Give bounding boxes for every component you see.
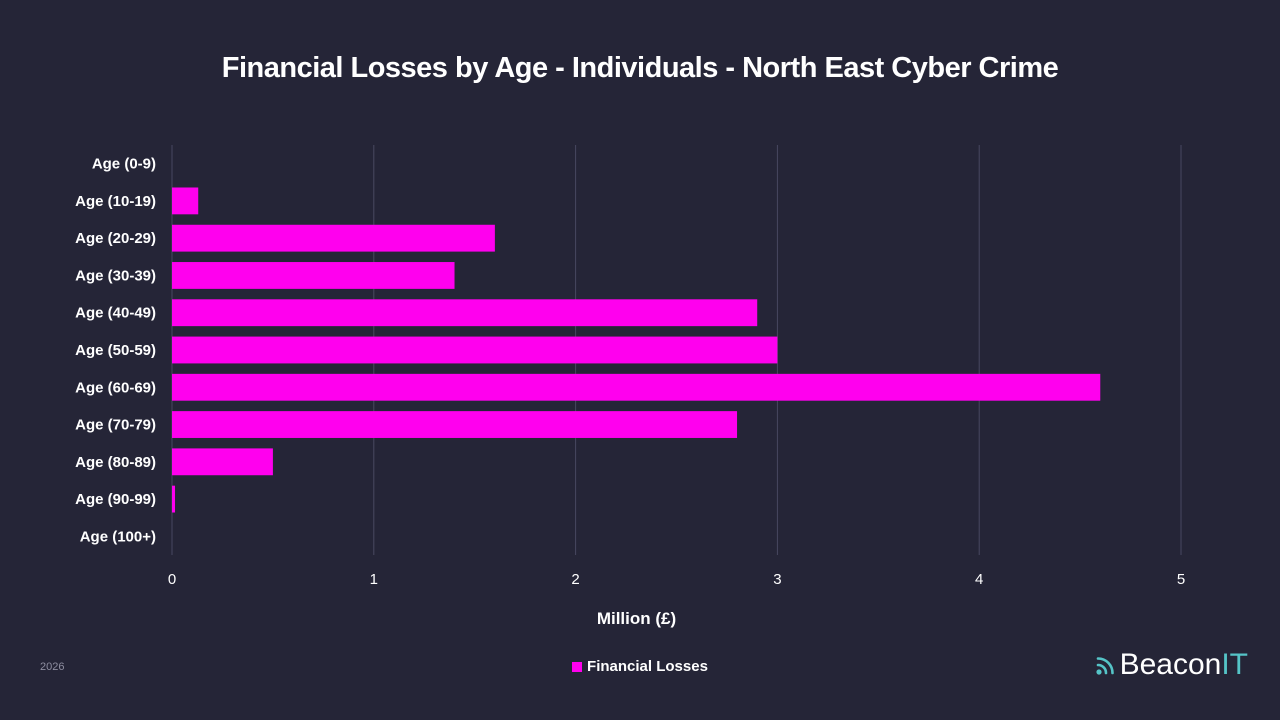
bar-age-70-79: [172, 411, 738, 438]
x-tick-label: 5: [1177, 571, 1185, 588]
bar-age-50-59: [172, 336, 778, 364]
y-category-label: Age (10-19): [75, 193, 156, 210]
footer-year: 2026: [40, 661, 65, 673]
legend-swatch: [572, 661, 583, 672]
x-tick-label: 2: [571, 571, 579, 588]
y-category-label: Age (30-39): [75, 267, 156, 284]
brand-name: Beacon: [1119, 648, 1222, 681]
y-category-label: Age (80-89): [75, 454, 156, 471]
y-category-label: Age (60-69): [75, 379, 156, 396]
x-axis-title: Million (£): [597, 609, 676, 628]
x-tick-label: 3: [773, 571, 781, 588]
bar-age-10-19: [172, 187, 199, 215]
y-category-label: Age (20-29): [75, 230, 156, 247]
legend: Financial Losses: [0, 658, 1280, 675]
bar-age-60-69: [172, 373, 1101, 401]
x-tick-label: 4: [975, 571, 983, 588]
y-category-label: Age (90-99): [75, 491, 156, 508]
brand-logo: Beacon IT: [1095, 648, 1248, 682]
y-category-label: Age (70-79): [75, 417, 156, 434]
y-category-label: Age (50-59): [75, 342, 156, 359]
bar-age-90-99: [172, 485, 176, 513]
y-category-label: Age (0-9): [92, 156, 156, 173]
signal-waves-icon: [1095, 657, 1114, 675]
x-tick-label: 0: [168, 571, 176, 588]
bar-age-40-49: [172, 299, 758, 327]
y-category-label: Age (40-49): [75, 305, 156, 322]
brand-name-accent: IT: [1221, 648, 1248, 681]
x-tick-label: 1: [370, 571, 378, 588]
bar-age-80-89: [172, 448, 273, 476]
chart-title: Financial Losses by Age - Individuals - …: [221, 52, 1059, 84]
bar-age-30-39: [172, 262, 455, 289]
legend-label: Financial Losses: [587, 658, 708, 675]
y-category-label: Age (100+): [80, 528, 156, 545]
bar-age-20-29: [172, 224, 495, 252]
